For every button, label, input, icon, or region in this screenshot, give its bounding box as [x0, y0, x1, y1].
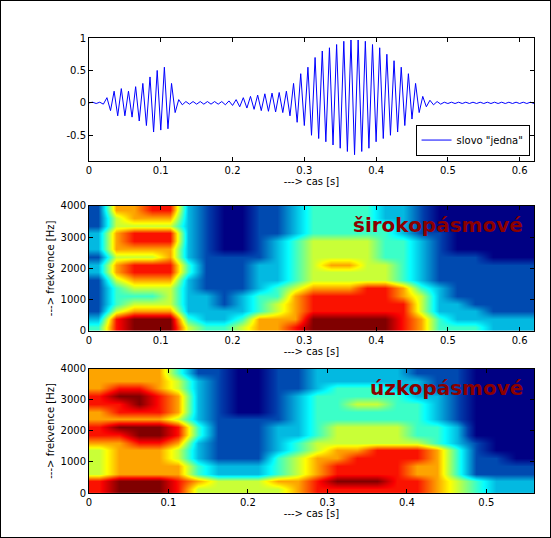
svg-text:0: 0 — [80, 325, 86, 336]
svg-text:0: 0 — [86, 335, 92, 346]
svg-text:širokopásmové: širokopásmové — [353, 213, 523, 237]
svg-text:0.5: 0.5 — [440, 335, 456, 346]
svg-text:0.5: 0.5 — [478, 497, 494, 508]
svg-text:---> frekvence [Hz]: ---> frekvence [Hz] — [45, 383, 56, 479]
svg-text:4000: 4000 — [61, 363, 86, 374]
svg-text:0.4: 0.4 — [368, 335, 384, 346]
svg-text:0: 0 — [80, 97, 86, 108]
svg-text:3000: 3000 — [61, 394, 86, 405]
svg-text:0.1: 0.1 — [153, 165, 169, 176]
svg-text:slovo "jedna": slovo "jedna" — [457, 135, 523, 146]
svg-text:2000: 2000 — [61, 263, 86, 274]
svg-text:---> cas [s]: ---> cas [s] — [284, 508, 340, 519]
svg-text:---> cas [s]: ---> cas [s] — [284, 176, 340, 187]
svg-text:0.2: 0.2 — [225, 335, 241, 346]
svg-text:3000: 3000 — [61, 232, 86, 243]
svg-text:0: 0 — [80, 488, 86, 499]
svg-text:---> cas [s]: ---> cas [s] — [284, 346, 340, 357]
svg-text:4000: 4000 — [61, 200, 86, 211]
svg-text:0.3: 0.3 — [319, 497, 335, 508]
svg-text:0.3: 0.3 — [296, 165, 312, 176]
svg-text:1: 1 — [80, 33, 86, 44]
svg-text:1000: 1000 — [61, 456, 86, 467]
svg-text:0.2: 0.2 — [240, 497, 256, 508]
svg-text:0.6: 0.6 — [512, 165, 528, 176]
svg-text:0: 0 — [86, 497, 92, 508]
svg-text:0.1: 0.1 — [153, 335, 169, 346]
svg-text:0.3: 0.3 — [296, 335, 312, 346]
svg-text:0.4: 0.4 — [399, 497, 415, 508]
svg-text:0: 0 — [86, 165, 92, 176]
svg-text:-0.5: -0.5 — [66, 130, 86, 141]
svg-text:0.5: 0.5 — [70, 65, 86, 76]
svg-text:2000: 2000 — [61, 425, 86, 436]
svg-text:0.4: 0.4 — [368, 165, 384, 176]
svg-text:0.1: 0.1 — [161, 497, 177, 508]
svg-text:0.2: 0.2 — [225, 165, 241, 176]
svg-text:0.5: 0.5 — [440, 165, 456, 176]
svg-text:---> frekvence [Hz]: ---> frekvence [Hz] — [45, 220, 56, 316]
svg-text:0.6: 0.6 — [512, 335, 528, 346]
svg-text:úzkopásmové: úzkopásmové — [370, 376, 523, 400]
svg-text:1000: 1000 — [61, 294, 86, 305]
